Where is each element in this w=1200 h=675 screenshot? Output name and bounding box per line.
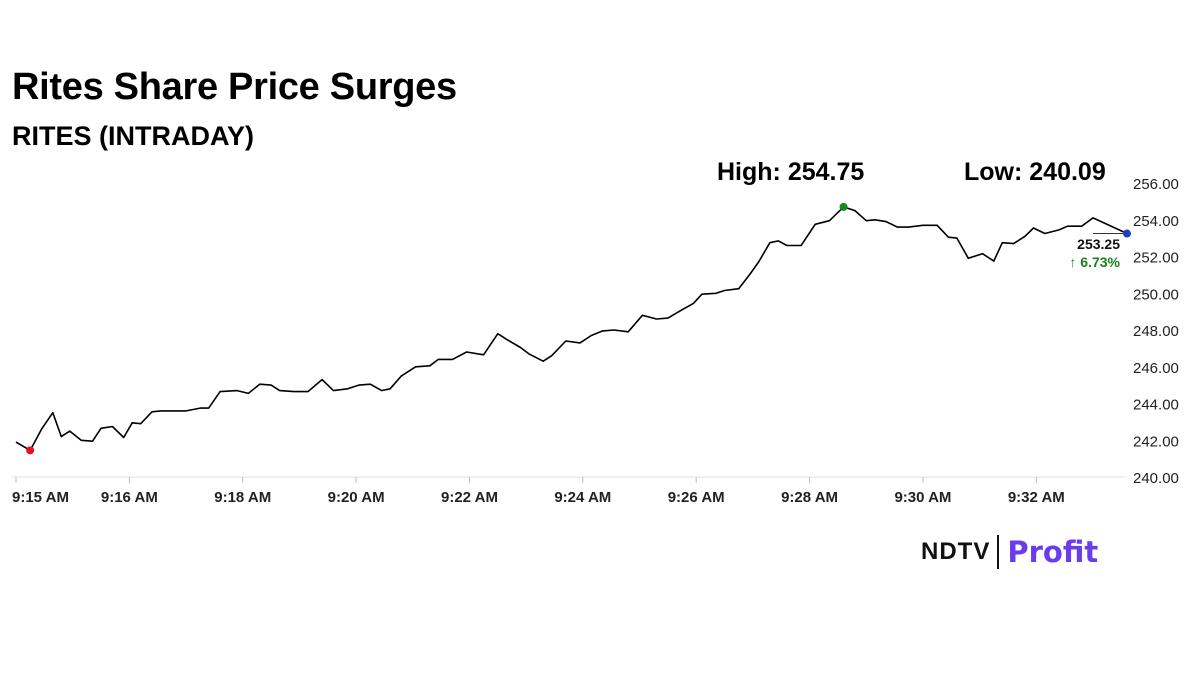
y-tick-label: 242.00 xyxy=(1133,433,1179,450)
x-tick-label: 9:26 AM xyxy=(668,489,725,506)
y-tick-label: 252.00 xyxy=(1133,250,1179,267)
y-tick-label: 240.00 xyxy=(1133,470,1179,487)
profit-wordmark: Profit xyxy=(1007,535,1099,569)
x-tick-label: 9:18 AM xyxy=(214,489,271,506)
x-tick-label: 9:22 AM xyxy=(441,489,498,506)
x-tick-label: 9:30 AM xyxy=(894,489,951,506)
y-tick-label: 246.00 xyxy=(1133,360,1179,377)
ndtv-wordmark: NDTV xyxy=(921,538,991,565)
chart-subtitle: RITES (INTRADAY) xyxy=(12,121,255,151)
price-line xyxy=(15,206,1128,452)
high-value-label: High: 254.75 xyxy=(717,158,865,186)
change-percent-label: ↑ 6.73% xyxy=(1069,254,1120,270)
y-tick-label: 244.00 xyxy=(1133,397,1179,414)
x-tick-label: 9:24 AM xyxy=(554,489,611,506)
y-tick-label: 254.00 xyxy=(1133,213,1179,230)
x-tick-label: 9:16 AM xyxy=(101,489,158,506)
high-point-marker xyxy=(839,202,848,211)
last-price-label: 253.25 xyxy=(1077,236,1120,252)
low-point-marker xyxy=(26,446,35,455)
last-point-marker xyxy=(1123,229,1131,238)
x-tick-label: 9:28 AM xyxy=(781,489,838,506)
y-tick-label: 248.00 xyxy=(1133,323,1179,340)
y-tick-label: 250.00 xyxy=(1133,286,1179,303)
x-tick-label: 9:15 AM xyxy=(12,489,69,506)
x-tick-label: 9:32 AM xyxy=(1008,489,1065,506)
x-tick-label: 9:20 AM xyxy=(328,489,385,506)
low-value-label: Low: 240.09 xyxy=(964,158,1106,186)
page-title: Rites Share Price Surges xyxy=(12,66,457,108)
ndtv-profit-logo: NDTV Profit xyxy=(921,534,1098,570)
y-tick-label: 256.00 xyxy=(1133,176,1179,193)
logo-divider xyxy=(997,535,1000,569)
